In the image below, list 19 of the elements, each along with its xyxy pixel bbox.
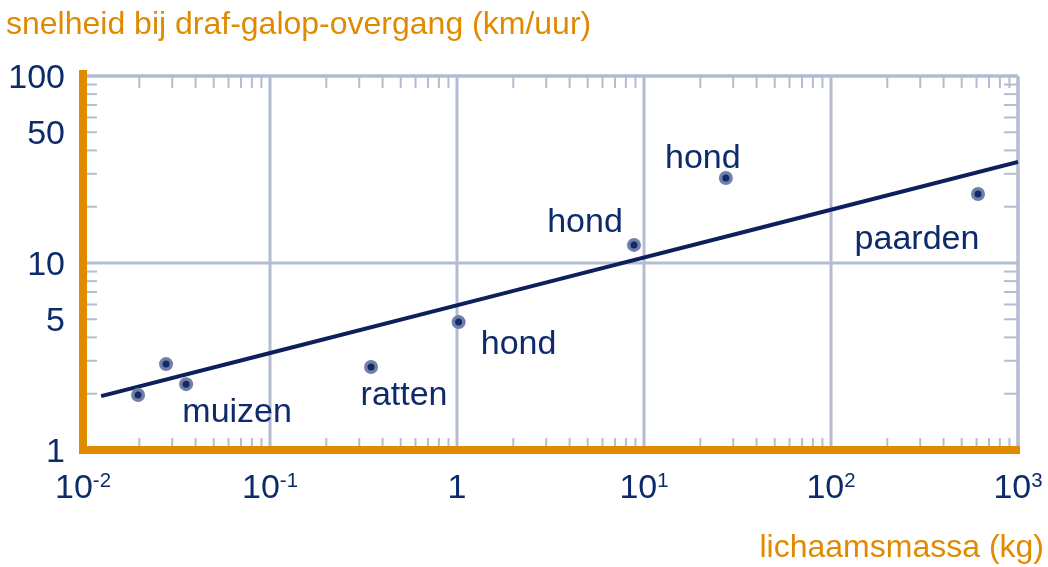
x-tick-label: 10$^{3}$ [993, 467, 1043, 505]
annotation: muizen [182, 391, 292, 430]
annotation: hond [480, 323, 557, 362]
y-tick-label: 5 [46, 300, 65, 339]
y-tick-label: 100 [8, 57, 65, 95]
x-axis-title: lichaamsmassa (kg) [759, 528, 1044, 564]
x-tick-label: 1 [447, 467, 467, 505]
y-tick-label: 50 [27, 113, 65, 152]
annotation: hond [665, 136, 741, 175]
x-tick-label: 10$^{2}$ [806, 467, 856, 505]
y-tick-label: 1 [46, 431, 65, 469]
x-tick-label: 10$^{-1}$ [242, 467, 298, 505]
y-axis-title: snelheid bij draf-galop-overgang (km/uur) [6, 5, 592, 41]
annotation: ratten [360, 373, 448, 412]
annotation: hond [547, 200, 623, 239]
x-tick-label: 10$^{1}$ [619, 467, 669, 505]
y-tick-label: 10 [27, 244, 65, 282]
annotation: paarden [854, 217, 980, 256]
x-tick-label: 10$^{-2}$ [55, 467, 111, 505]
